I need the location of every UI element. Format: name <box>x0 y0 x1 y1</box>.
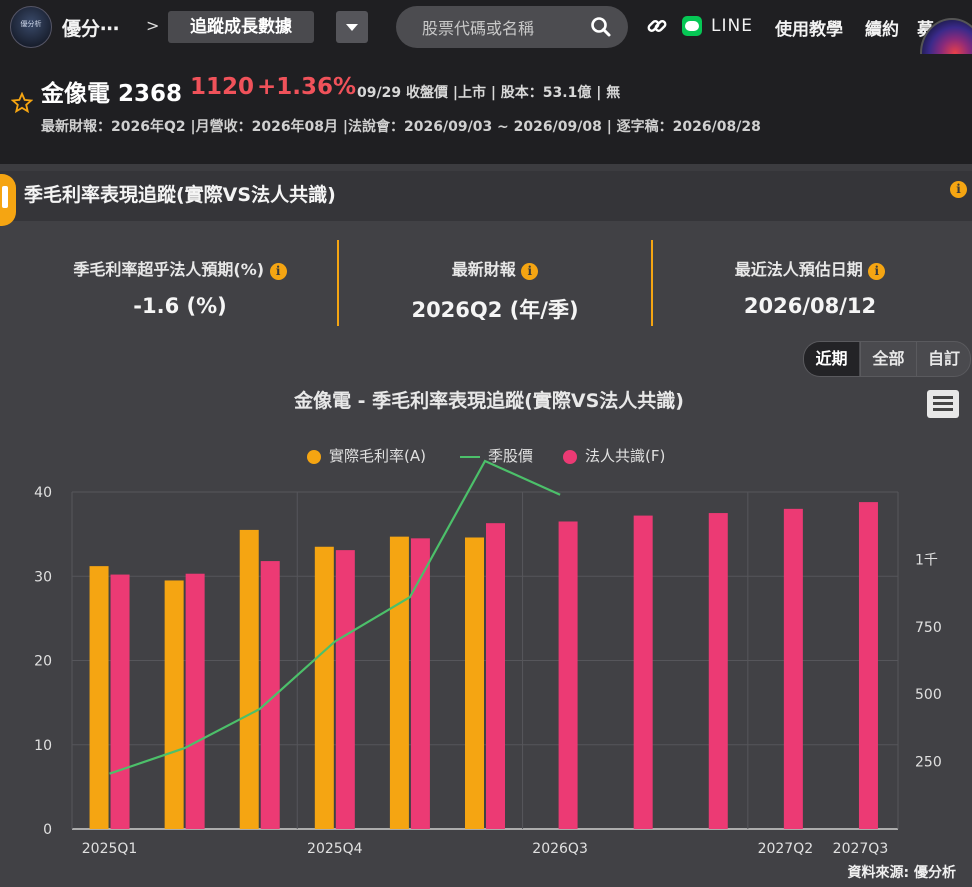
legend-swatch <box>563 449 577 464</box>
stock-change: +1.36% <box>257 74 357 100</box>
section-selector-button[interactable]: 追蹤成長數據 <box>168 11 314 43</box>
site-name[interactable]: 優分⋯ <box>62 18 120 40</box>
stat-value: 2026Q2 (年/季) <box>411 298 579 322</box>
stat-value: 2026/08/12 <box>743 294 877 318</box>
legend-label: 季股價 <box>488 447 534 465</box>
stat-divider <box>337 240 339 326</box>
breadcrumb-separator: > <box>146 16 160 35</box>
stat-label: 最新財報 <box>451 260 516 279</box>
stock-search-box[interactable] <box>396 6 628 48</box>
stat-label: 最近法人預估日期 <box>734 260 863 279</box>
section-dropdown-button[interactable] <box>336 11 368 43</box>
info-icon[interactable]: i <box>950 181 967 198</box>
chevron-down-icon <box>346 24 358 31</box>
range-all-button[interactable]: 全部 <box>860 342 916 376</box>
stock-summary-bar <box>0 54 972 164</box>
stock-price: 1120 <box>190 74 255 100</box>
legend-swatch <box>460 455 480 458</box>
line-link[interactable]: LINE <box>711 16 753 36</box>
legend-price[interactable]: 季股價 <box>460 445 533 466</box>
stock-report-dates: 最新財報：2026年Q2 |月營收：2026年08月 |法說會：2026/09/… <box>41 119 761 135</box>
range-toggle-group: 近期 全部 自訂 <box>803 341 971 377</box>
panel-header <box>0 171 972 221</box>
range-recent-button[interactable]: 近期 <box>804 342 859 376</box>
stat-latest-report: 最新財報 i 2026Q2 (年/季) <box>355 256 635 324</box>
stat-margin-surprise: 季毛利率超乎法人預期(%) i -1.6 (%) <box>40 256 320 318</box>
chart-menu-icon[interactable] <box>927 390 959 418</box>
info-icon[interactable]: i <box>521 263 539 280</box>
favorite-star-icon[interactable] <box>11 92 33 114</box>
data-source: 資料來源: 優分析 <box>847 865 956 881</box>
link-icon[interactable] <box>646 14 668 38</box>
legend-swatch <box>307 449 321 464</box>
search-icon[interactable] <box>590 16 612 38</box>
legend-consensus[interactable]: 法人共識(F) <box>563 445 665 466</box>
legend-label: 實際毛利率(A) <box>329 447 426 465</box>
stock-name-code: 金像電 2368 <box>41 81 183 107</box>
stat-value: -1.6 (%) <box>133 294 227 318</box>
nav-tutorial[interactable]: 使用教學 <box>775 20 843 40</box>
legend-actual[interactable]: 實際毛利率(A) <box>307 445 426 466</box>
info-icon[interactable]: i <box>269 263 287 280</box>
logo-text: 優分析 <box>20 20 42 28</box>
panel-title: 季毛利率表現追蹤(實際VS法人共識) <box>24 184 336 206</box>
line-app-icon[interactable] <box>682 16 702 36</box>
legend-label: 法人共識(F) <box>585 447 666 465</box>
stat-estimate-date: 最近法人預估日期 i 2026/08/12 <box>670 256 950 318</box>
site-logo[interactable]: 優分析 <box>10 6 52 48</box>
info-icon[interactable]: i <box>868 263 886 280</box>
panel-tab-marker[interactable] <box>0 174 16 226</box>
stock-meta: 09/29 收盤價 |上市 | 股本：53.1億 | 無 <box>357 85 621 101</box>
range-custom-button[interactable]: 自訂 <box>916 342 970 376</box>
search-input[interactable] <box>420 15 584 41</box>
nav-renew[interactable]: 續約 <box>865 20 899 40</box>
stat-label: 季毛利率超乎法人預期(%) <box>73 260 265 279</box>
stat-divider <box>651 240 653 326</box>
chart-title: 金像電 - 季毛利率表現追蹤(實際VS法人共識) <box>294 390 684 412</box>
